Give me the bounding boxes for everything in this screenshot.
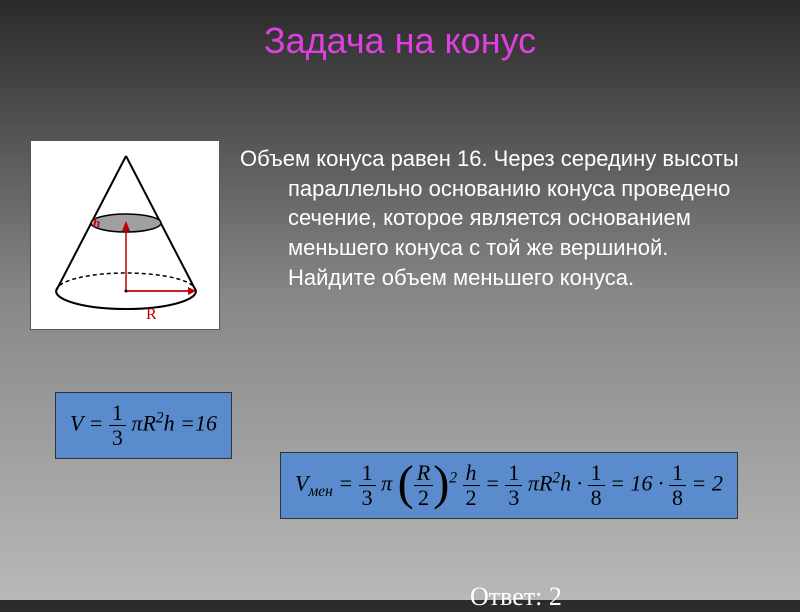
formula-volume: V = 13 πR2h =16 bbox=[55, 392, 232, 459]
cone-diagram: h R bbox=[30, 140, 220, 330]
problem-statement: Объем конуса равен 16. Через середину вы… bbox=[240, 144, 760, 292]
page-title: Задача на конус bbox=[0, 0, 800, 62]
label-r: R bbox=[146, 306, 157, 323]
formula-smaller-volume: Vмен = 13 π (R2)2 h2 = 13 πR2h · 18 = 16… bbox=[280, 452, 738, 519]
label-h: h bbox=[93, 215, 100, 230]
answer-line: Ответ: 2 bbox=[470, 582, 562, 612]
